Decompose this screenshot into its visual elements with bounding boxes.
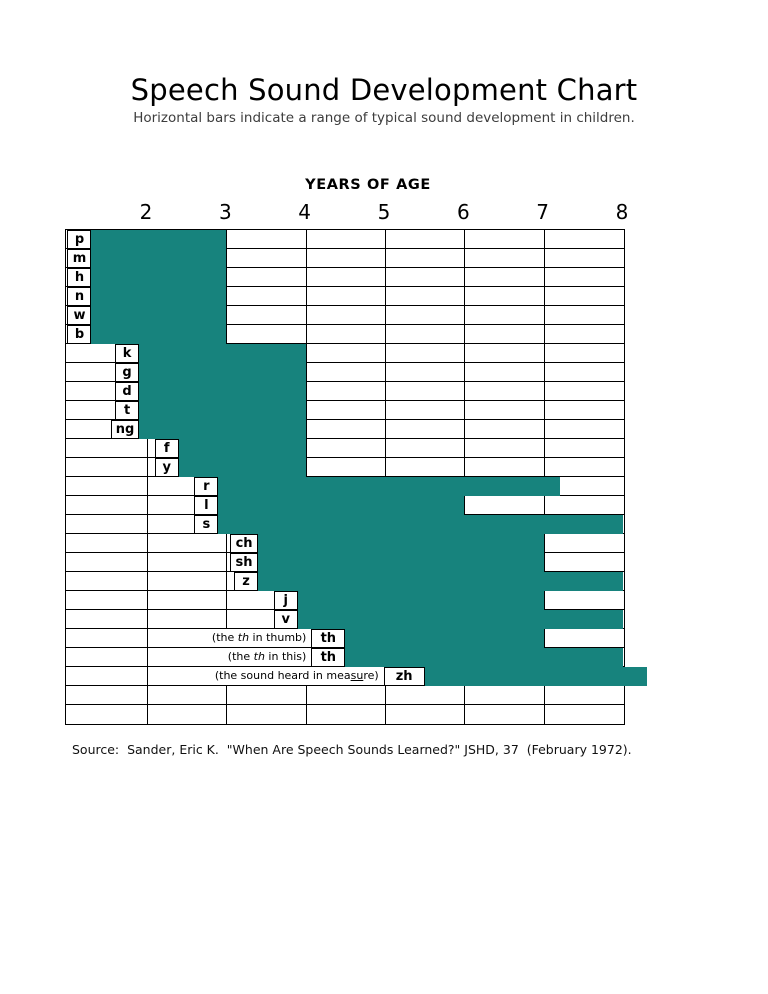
x-axis-tick: 2 xyxy=(139,200,153,224)
sound-label-box: l xyxy=(194,496,219,515)
sound-label-box: ng xyxy=(111,420,140,439)
range-bar xyxy=(218,496,465,515)
range-bar xyxy=(139,420,306,439)
range-bar xyxy=(178,458,306,477)
grid-line-horizontal xyxy=(66,363,624,382)
grid-line-horizontal xyxy=(66,287,624,306)
grid-line-horizontal xyxy=(66,401,624,420)
sound-label-box: b xyxy=(67,325,92,344)
range-bar xyxy=(258,553,544,572)
x-axis-tick: 8 xyxy=(615,200,629,224)
range-bar xyxy=(258,572,623,591)
grid-line-horizontal xyxy=(66,382,624,401)
grid-line-horizontal xyxy=(66,686,624,705)
sound-label-box: p xyxy=(67,230,92,249)
range-bar xyxy=(424,667,647,686)
range-bar xyxy=(91,230,227,249)
range-bar xyxy=(139,344,306,363)
range-bar xyxy=(218,515,623,534)
sound-label-box: zh xyxy=(383,667,425,686)
range-bar xyxy=(139,401,306,420)
grid-line-horizontal xyxy=(66,439,624,458)
grid-line-horizontal xyxy=(66,306,624,325)
grid-line-vertical xyxy=(147,230,148,724)
x-axis-tick: 7 xyxy=(536,200,550,224)
sound-label-box: f xyxy=(154,439,179,458)
grid-line-horizontal xyxy=(66,325,624,344)
sound-label-box: s xyxy=(194,515,219,534)
range-bar xyxy=(91,306,227,325)
sound-label-box: g xyxy=(115,363,140,382)
grid-line-horizontal xyxy=(66,667,624,686)
range-bar xyxy=(139,382,306,401)
range-bar xyxy=(91,249,227,268)
sound-label-box: k xyxy=(115,344,140,363)
sound-note: (the th in thumb) xyxy=(201,629,312,647)
sound-label-box: n xyxy=(67,287,92,306)
page-title: Speech Sound Development Chart xyxy=(130,73,638,107)
sound-label-box: th xyxy=(311,648,346,667)
sound-label-box: v xyxy=(273,610,298,629)
sound-label-box: m xyxy=(67,249,92,268)
range-bar xyxy=(139,363,306,382)
grid-line-horizontal xyxy=(66,420,624,439)
range-bar xyxy=(218,477,560,496)
range-bar xyxy=(297,591,544,610)
grid-line-horizontal xyxy=(66,249,624,268)
range-bar xyxy=(91,268,227,287)
x-axis-tick: 3 xyxy=(218,200,232,224)
sound-label-box: ch xyxy=(230,534,259,553)
x-axis-tick: 4 xyxy=(298,200,312,224)
grid-line-horizontal xyxy=(66,458,624,477)
sound-label-box: sh xyxy=(230,553,259,572)
sound-label-box: j xyxy=(273,591,298,610)
sound-label-box: w xyxy=(67,306,92,325)
range-bar xyxy=(345,629,544,648)
range-bar xyxy=(91,325,227,344)
chart-grid: p m h n w b k g d t ng f y r l s ch sh z j v (the th in thumb… xyxy=(65,229,647,725)
grid-line-horizontal xyxy=(66,230,624,249)
x-axis-title: YEARS OF AGE xyxy=(305,177,431,193)
sound-label-box: th xyxy=(311,629,346,648)
sound-label-box: z xyxy=(234,572,259,591)
range-bar xyxy=(345,648,623,667)
source-citation: Source: Sander, Eric K. "When Are Speech… xyxy=(72,742,632,757)
sound-note: (the sound heard in measure) xyxy=(204,667,384,685)
sound-label-box: t xyxy=(115,401,140,420)
grid-line-horizontal xyxy=(66,344,624,363)
sound-label-box: r xyxy=(194,477,219,496)
x-axis-tick: 5 xyxy=(377,200,391,224)
range-bar xyxy=(258,534,544,553)
range-bar xyxy=(91,287,227,306)
sound-label-box: d xyxy=(115,382,140,401)
grid-line-horizontal xyxy=(66,268,624,287)
sound-label-box: y xyxy=(154,458,179,477)
sound-label-box: h xyxy=(67,268,92,287)
page-subtitle: Horizontal bars indicate a range of typi… xyxy=(133,110,635,126)
range-bar xyxy=(297,610,623,629)
x-axis-tick: 6 xyxy=(456,200,470,224)
range-bar xyxy=(178,439,306,458)
sound-note: (the th in this) xyxy=(217,648,312,666)
